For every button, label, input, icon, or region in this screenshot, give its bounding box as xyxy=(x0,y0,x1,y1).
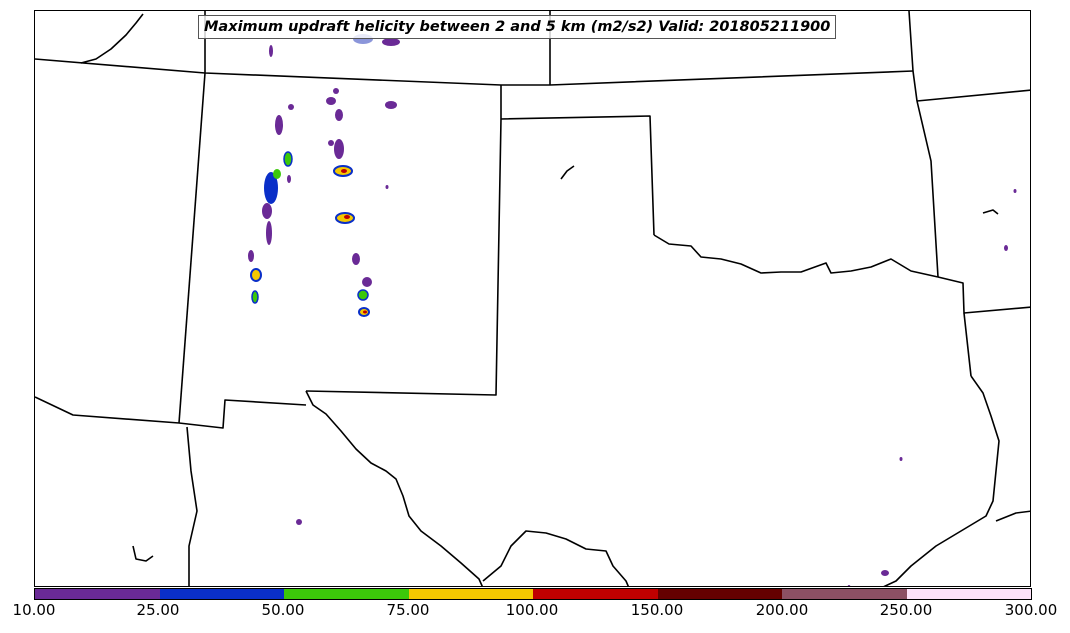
border-red-river xyxy=(653,234,939,278)
cell-purple xyxy=(382,38,400,46)
colorbar-segment xyxy=(159,589,284,599)
colorbar-segment xyxy=(657,589,782,599)
colorbar-segment xyxy=(35,589,160,599)
cell-purple xyxy=(385,101,397,109)
colorbar-segment xyxy=(906,589,1031,599)
cell-red xyxy=(344,215,350,219)
cell-yellow xyxy=(250,268,262,282)
colorbar-tick-label: 50.00 xyxy=(261,601,305,619)
coast-louisiana xyxy=(995,510,1030,522)
cell-green xyxy=(273,169,281,179)
cell-purple xyxy=(1004,245,1008,251)
colorbar-tick-label: 10.00 xyxy=(12,601,56,619)
colorbar-tick-label: 250.00 xyxy=(879,601,933,619)
border-ar-la xyxy=(937,276,1030,314)
border-ok-ar xyxy=(916,100,939,278)
lake-gulf-nm xyxy=(132,545,154,562)
cell-purple xyxy=(296,519,302,525)
state-boundaries xyxy=(35,11,1030,586)
colorbar xyxy=(34,588,1032,600)
cell-purple xyxy=(287,175,291,183)
colorbar-tick-label: 25.00 xyxy=(136,601,180,619)
cell-purple xyxy=(352,253,360,265)
cell-red xyxy=(363,310,367,314)
cell-purple xyxy=(326,97,336,105)
colorbar-tick-label: 150.00 xyxy=(630,601,684,619)
coast-topleft xyxy=(80,13,144,64)
cell-purple xyxy=(288,104,294,110)
border-missouri-south xyxy=(916,89,1030,102)
cell-purple xyxy=(334,139,344,159)
cell-green xyxy=(251,290,259,304)
colorbar-segment xyxy=(533,589,658,599)
map-panel xyxy=(34,10,1031,587)
border-az-mx xyxy=(186,426,198,586)
cell-green xyxy=(283,151,293,167)
border-nm-south xyxy=(178,399,307,429)
lake-oklahoma xyxy=(560,165,575,180)
cell-purple xyxy=(881,570,889,576)
colorbar-tick-label: 75.00 xyxy=(386,601,430,619)
cell-purple xyxy=(262,203,272,219)
cell-purple xyxy=(333,88,339,94)
colorbar-tick-label: 100.00 xyxy=(505,601,559,619)
cell-purple xyxy=(248,250,254,262)
cell-purple xyxy=(269,45,273,57)
helicity-cells xyxy=(248,34,1017,586)
colorbar-tick-label: 300.00 xyxy=(1004,601,1058,619)
cell-purple xyxy=(335,109,343,121)
cell-purple xyxy=(362,277,372,287)
cell-purple xyxy=(899,457,903,461)
colorbar-tick-label: 200.00 xyxy=(755,601,809,619)
cell-purple xyxy=(847,585,851,586)
map-title: Maximum updraft helicity between 2 and 5… xyxy=(198,15,837,39)
border-la-tx xyxy=(963,312,972,377)
cell-purple xyxy=(328,140,334,146)
colorbar-segment xyxy=(408,589,533,599)
border-big-bend xyxy=(482,530,630,586)
map-canvas xyxy=(35,11,1030,586)
cell-green xyxy=(357,289,369,301)
border-nm-tx xyxy=(305,85,502,396)
lake-missouri xyxy=(982,209,999,215)
border-ok-panhandle xyxy=(500,115,655,236)
border-rio-grande xyxy=(305,390,483,586)
cell-red xyxy=(341,169,347,173)
colorbar-segment xyxy=(782,589,907,599)
border-texas-east xyxy=(883,375,1000,586)
border-co-nm-north xyxy=(35,58,914,86)
border-nm-az xyxy=(178,72,206,424)
border-az-south xyxy=(35,396,180,424)
cell-blue xyxy=(264,172,278,204)
cell-purple xyxy=(385,185,389,189)
colorbar-segment xyxy=(284,589,409,599)
cell-purple xyxy=(1013,189,1017,193)
cell-purple xyxy=(266,221,272,245)
border-missouri-west xyxy=(908,11,918,102)
cell-purple xyxy=(275,115,283,135)
